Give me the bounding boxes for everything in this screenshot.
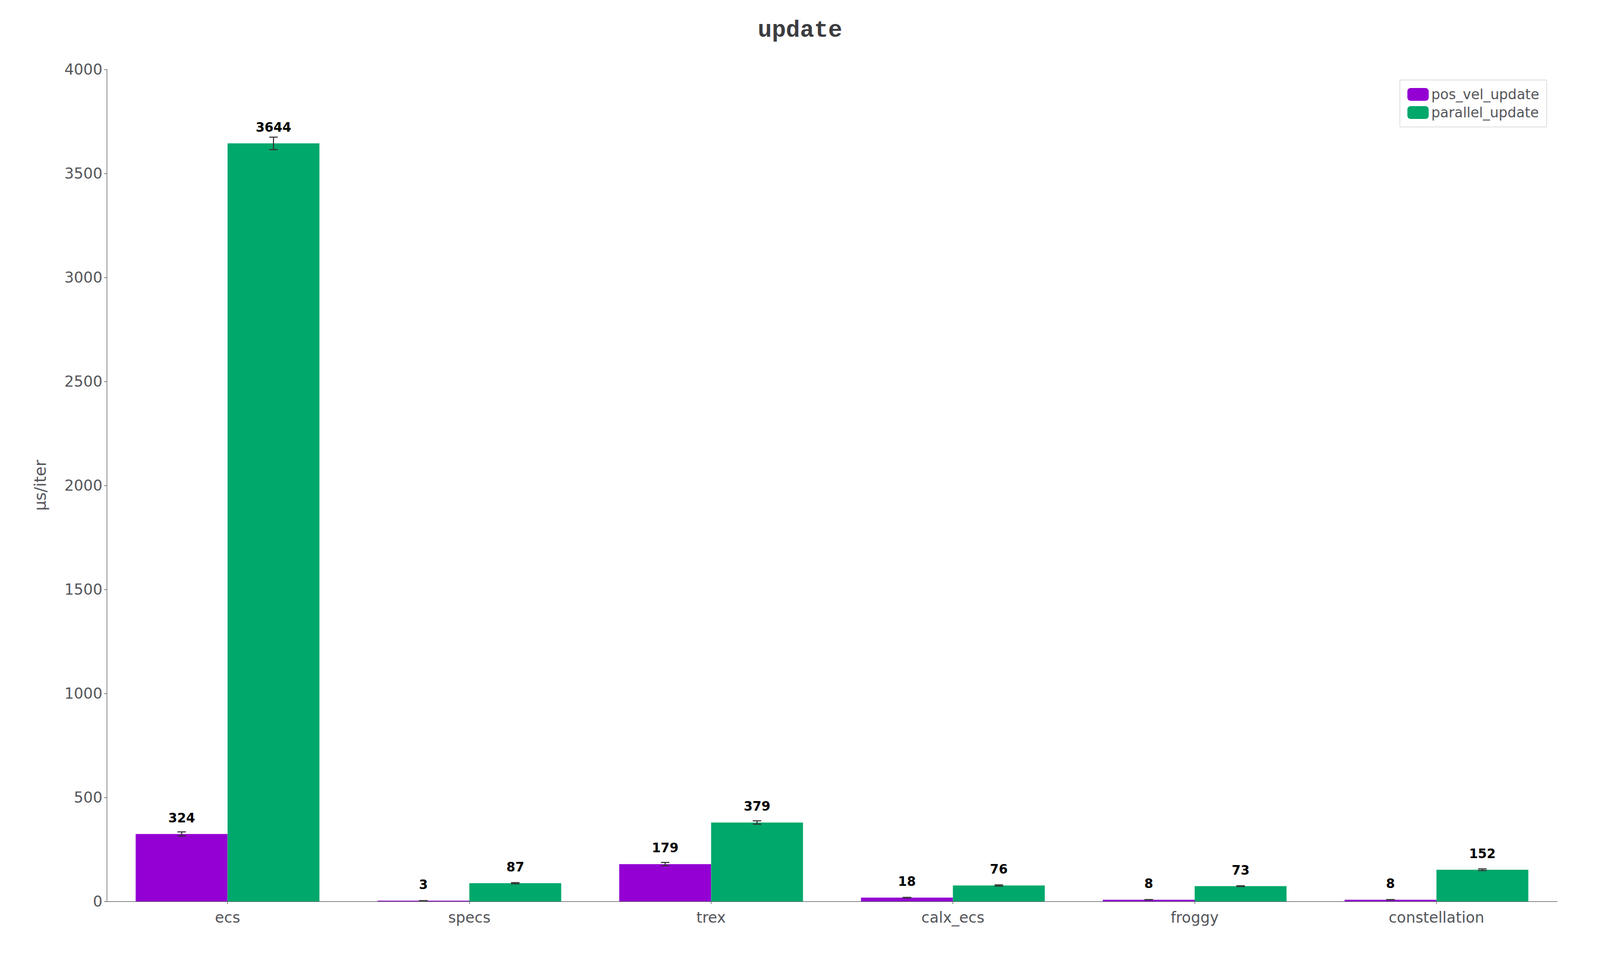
svg-text:179: 179 [651,840,679,856]
svg-text:18: 18 [898,874,916,890]
svg-text:8: 8 [1144,876,1154,892]
svg-text:379: 379 [743,798,771,814]
svg-text:3644: 3644 [255,120,292,135]
svg-text:1500: 1500 [64,580,103,599]
svg-text:specs: specs [448,908,491,927]
svg-text:μs/iter: μs/iter [30,459,50,511]
svg-text:parallel_update: parallel_update [1431,104,1539,121]
svg-text:3500: 3500 [64,164,103,183]
svg-text:500: 500 [74,788,103,807]
svg-text:froggy: froggy [1170,908,1219,927]
svg-text:ecs: ecs [214,908,240,927]
svg-text:3: 3 [419,877,429,893]
svg-text:update: update [757,17,843,44]
svg-text:trex: trex [696,908,726,927]
svg-text:pos_vel_update: pos_vel_update [1431,86,1540,103]
svg-text:152: 152 [1468,846,1496,862]
svg-text:73: 73 [1231,862,1250,878]
svg-text:324: 324 [168,810,195,826]
svg-text:constellation: constellation [1388,908,1485,927]
svg-text:2000: 2000 [64,476,103,495]
svg-text:3000: 3000 [64,268,103,287]
svg-text:2500: 2500 [64,372,103,391]
svg-text:8: 8 [1386,876,1396,892]
svg-text:76: 76 [989,861,1008,877]
svg-text:87: 87 [506,859,524,875]
svg-text:4000: 4000 [64,60,103,79]
svg-text:1000: 1000 [64,684,103,703]
svg-text:0: 0 [92,892,103,911]
svg-text:calx_ecs: calx_ecs [921,908,985,927]
